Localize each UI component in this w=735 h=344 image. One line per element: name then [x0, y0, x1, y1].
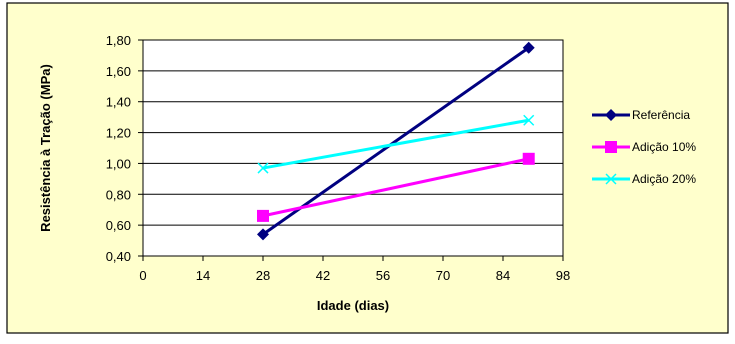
- x-marker: [605, 173, 617, 185]
- square-marker: [605, 141, 617, 153]
- diamond-marker: [522, 41, 535, 54]
- x-tick-label: 84: [496, 268, 510, 283]
- x-tick-label: 70: [436, 268, 450, 283]
- x-tick-label: 28: [256, 268, 270, 283]
- legend-item: Adição 10%: [592, 140, 696, 154]
- y-tick-label: 0,40: [106, 249, 131, 264]
- legend-item: Adição 20%: [592, 172, 696, 186]
- diamond-marker: [605, 109, 617, 121]
- legend-label: Referência: [632, 108, 690, 122]
- square-marker: [522, 152, 535, 165]
- y-tick-label: 1,20: [106, 126, 131, 141]
- diamond-marker: [257, 228, 269, 241]
- x-axis-label: Idade (dias): [317, 298, 389, 313]
- x-marker-stroke: [523, 114, 535, 126]
- y-tick-label: 1,40: [106, 95, 131, 110]
- legend-label: Adição 20%: [632, 172, 696, 186]
- plot-fill: [143, 40, 563, 256]
- y-axis-label: Resistência à Tração (MPa): [38, 64, 53, 232]
- series-line: [262, 46, 530, 236]
- y-tick-label: 1,00: [106, 156, 131, 171]
- x-marker-stroke: [605, 173, 617, 185]
- gridlines: [143, 39, 563, 257]
- x-marker: [523, 114, 535, 126]
- legend-label: Adição 10%: [632, 140, 696, 154]
- x-tick-label: 42: [316, 268, 330, 283]
- square-marker: [257, 209, 269, 222]
- series: [257, 41, 535, 241]
- y-tick-label: 1,60: [106, 64, 131, 79]
- x-marker-stroke: [257, 162, 269, 174]
- x-tick-label: 56: [376, 268, 390, 283]
- y-tick-label: 0,60: [106, 218, 131, 233]
- x-tick-label: 98: [556, 268, 570, 283]
- plot-area: [142, 39, 564, 257]
- axes: 0,40 0,60 0,80 1,00 1,20 1,40 1,60 1,80 0 14 28 42 5…: [106, 33, 571, 283]
- series-line: [262, 157, 530, 218]
- y-tick-label: 0,80: [106, 187, 131, 202]
- legend-item: Referência: [592, 108, 690, 122]
- x-tick-label: 14: [196, 268, 210, 283]
- y-tick-label: 1,80: [106, 33, 131, 48]
- series-line: [262, 118, 529, 170]
- x-tick-label: 0: [139, 268, 146, 283]
- legend: Referência Adição 10% Adição 20%: [592, 108, 696, 186]
- x-marker: [257, 162, 269, 174]
